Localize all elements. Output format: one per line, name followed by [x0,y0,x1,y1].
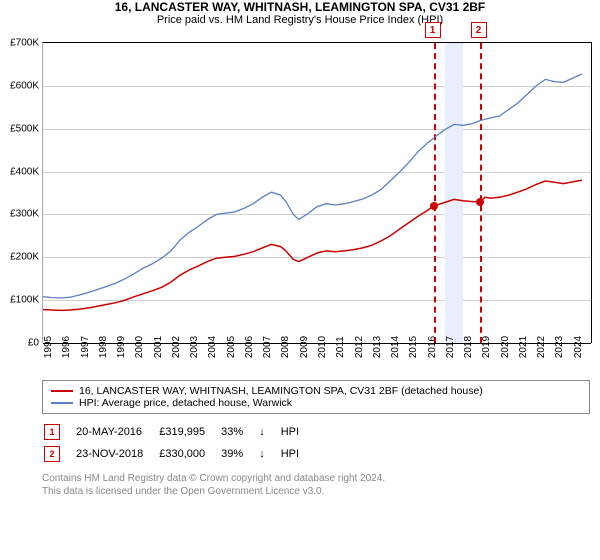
chart-title-line2: Price paid vs. HM Land Registry's House … [0,14,600,26]
transaction-date: 20-MAY-2016 [76,422,157,442]
series-red [43,180,582,310]
transaction-ref: HPI [281,422,313,442]
footer-line-1: Contains HM Land Registry data © Crown c… [42,472,385,485]
transaction-price: £330,000 [159,444,219,464]
legend: 16, LANCASTER WAY, WHITNASH, LEAMINGTON … [42,380,590,414]
y-axis-label: £200K [10,252,39,263]
legend-item: 16, LANCASTER WAY, WHITNASH, LEAMINGTON … [51,385,581,397]
transaction-pct: 39% [221,444,257,464]
legend-label: 16, LANCASTER WAY, WHITNASH, LEAMINGTON … [79,385,483,397]
series-blue [43,74,582,298]
chart-lines [43,43,591,343]
legend-swatch [51,402,73,404]
legend-swatch [51,390,73,392]
y-axis-label: £600K [10,80,39,91]
legend-label: HPI: Average price, detached house, Warw… [79,397,292,409]
transaction-pct: 33% [221,422,257,442]
y-axis-label: £100K [10,295,39,306]
down-arrow-icon: ↓ [259,422,279,442]
transactions-table: 1 20-MAY-2016£319,99533%↓HPI 2 23-NOV-2018£… [42,420,315,466]
y-axis-label: £300K [10,209,39,220]
y-axis-label: £0 [28,338,39,349]
legend-item: HPI: Average price, detached house, Warw… [51,397,581,409]
transaction-flag: 1 [425,22,441,38]
transaction-price: £319,995 [159,422,219,442]
transaction-flag: 2 [471,22,487,38]
chart-title-line1: 16, LANCASTER WAY, WHITNASH, LEAMINGTON … [0,0,600,14]
footer-line-2: This data is licensed under the Open Gov… [42,485,385,498]
transaction-flag-mini: 1 [44,424,60,440]
attribution-footer: Contains HM Land Registry data © Crown c… [42,472,385,498]
transaction-marker [476,198,484,206]
down-arrow-icon: ↓ [259,444,279,464]
transaction-flag-mini: 2 [44,446,60,462]
transaction-ref: HPI [281,444,313,464]
chart-plot-area: £0£100K£200K£300K£400K£500K£600K£700K199… [42,42,592,343]
transaction-row: 2 23-NOV-2018£330,00039%↓HPI [44,444,313,464]
transaction-date: 23-NOV-2018 [76,444,157,464]
y-axis-label: £700K [10,38,39,49]
y-axis-label: £400K [10,166,39,177]
transaction-marker [430,202,438,210]
y-axis-label: £500K [10,123,39,134]
transaction-row: 1 20-MAY-2016£319,99533%↓HPI [44,422,313,442]
